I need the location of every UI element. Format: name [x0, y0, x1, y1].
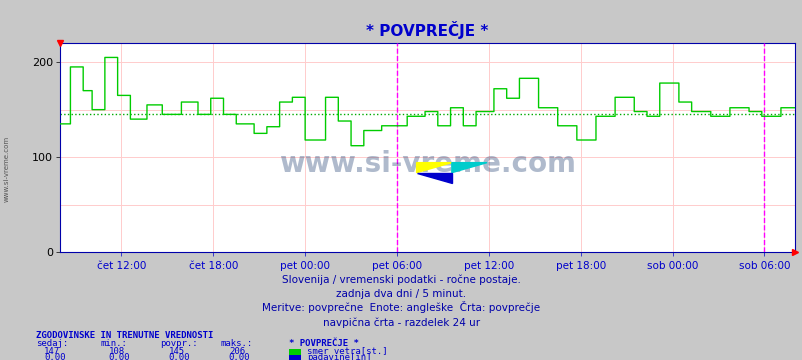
Text: www.si-vreme.com: www.si-vreme.com — [279, 150, 575, 178]
Text: min.:: min.: — [100, 339, 127, 348]
Text: 0.00: 0.00 — [168, 353, 190, 360]
Text: 0.00: 0.00 — [44, 353, 66, 360]
Text: sedaj:: sedaj: — [36, 339, 68, 348]
Text: zadnja dva dni / 5 minut.: zadnja dva dni / 5 minut. — [336, 289, 466, 299]
Text: 0.00: 0.00 — [108, 353, 130, 360]
Text: maks.:: maks.: — [221, 339, 253, 348]
Text: 108: 108 — [108, 347, 124, 356]
Text: ZGODOVINSKE IN TRENUTNE VREDNOSTI: ZGODOVINSKE IN TRENUTNE VREDNOSTI — [36, 332, 213, 341]
Text: navpična črta - razdelek 24 ur: navpična črta - razdelek 24 ur — [322, 317, 480, 328]
Text: 145: 145 — [168, 347, 184, 356]
Text: Meritve: povprečne  Enote: angleške  Črta: povprečje: Meritve: povprečne Enote: angleške Črta:… — [262, 301, 540, 314]
Text: 206: 206 — [229, 347, 245, 356]
Title: * POVPREČJE *: * POVPREČJE * — [366, 21, 488, 39]
Text: 147: 147 — [44, 347, 60, 356]
Text: povpr.:: povpr.: — [160, 339, 198, 348]
Text: www.si-vreme.com: www.si-vreme.com — [3, 136, 10, 202]
Polygon shape — [416, 173, 452, 183]
Polygon shape — [416, 163, 452, 173]
Text: 0.00: 0.00 — [229, 353, 250, 360]
Text: smer vetra[st.]: smer vetra[st.] — [306, 347, 387, 356]
Text: * POVPREČJE *: * POVPREČJE * — [289, 339, 358, 348]
Text: Slovenija / vremenski podatki - ročne postaje.: Slovenija / vremenski podatki - ročne po… — [282, 274, 520, 285]
Text: padavine[in]: padavine[in] — [306, 353, 371, 360]
Polygon shape — [452, 163, 487, 173]
